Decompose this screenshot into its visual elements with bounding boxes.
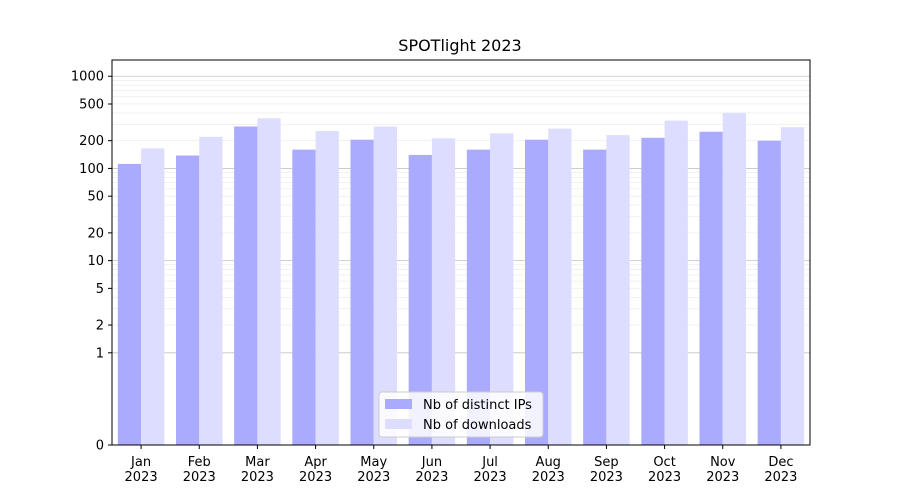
bar-distinct-ips [583,149,607,445]
x-tick-label: Sep 2023 [590,455,623,485]
x-tick-label: Jan 2023 [125,455,158,485]
bar-distinct-ips [699,131,723,446]
x-axis: Jan 2023 Feb 2023 Mar 2023 Apr 2023 May 2023 Jun 20… [125,445,797,485]
x-tick-label: May 2023 [357,455,390,485]
y-tick-label: 50 [87,190,104,205]
bar-downloads [141,148,165,445]
x-tick-label: Apr 2023 [299,455,332,485]
grid [112,75,810,354]
y-tick-label: 5 [96,282,104,297]
bar-distinct-ips [234,126,258,445]
bar-downloads [780,127,805,446]
y-tick-label: 2 [96,319,104,334]
x-tick-label: Aug 2023 [532,455,565,485]
y-axis: 0 1 2 5 10 20 50 100 200 500 1000 [71,70,112,454]
bar-distinct-ips [292,149,316,445]
x-tick-label: Nov 2023 [706,455,739,485]
bar-distinct-ips [641,137,665,445]
y-tick-label: 200 [79,134,104,149]
x-tick-label: Jun 2023 [415,455,448,485]
legend: Nb of distinct IPs Nb of downloads [378,391,544,438]
bar-downloads [606,135,630,445]
x-tick-label: Dec 2023 [764,455,797,485]
y-tick-label: 1000 [71,70,104,85]
bar-distinct-ips [350,139,374,445]
legend-swatch [385,419,412,429]
y-tick-label: 500 [79,97,104,112]
bar-distinct-ips [757,140,781,445]
bar-distinct-ips [117,163,142,445]
bar-downloads [431,138,456,445]
y-tick-label: 0 [96,439,104,454]
bar-downloads [722,112,747,446]
y-tick-label: 100 [79,162,104,177]
x-tick-label: Jul 2023 [474,455,507,485]
y-tick-label: 20 [87,226,104,241]
bar-distinct-ips [524,139,549,445]
bar-downloads [373,126,398,445]
bars [117,112,805,446]
bar-downloads [664,120,688,446]
chart-title: SPOTlight 2023 [398,36,521,55]
bar-downloads [199,136,223,446]
axes-frame [111,59,811,446]
legend-box [378,391,544,438]
bar-distinct-ips [466,149,491,445]
x-tick-label: Mar 2023 [241,455,274,485]
bar-downloads [548,128,572,445]
y-tick-label: 1 [96,346,104,361]
x-tick-label: Feb 2023 [183,455,216,485]
bar-downloads [490,133,514,445]
x-tick-label: Oct 2023 [648,455,681,485]
bar-distinct-ips [408,154,432,445]
bar-downloads [257,118,281,445]
y-tick-label: 10 [87,254,104,269]
legend-label: Nb of distinct IPs [423,398,532,413]
legend-swatch [385,399,412,409]
legend-label: Nb of downloads [423,418,532,433]
bar-distinct-ips [175,155,200,446]
bar-downloads [315,130,339,445]
